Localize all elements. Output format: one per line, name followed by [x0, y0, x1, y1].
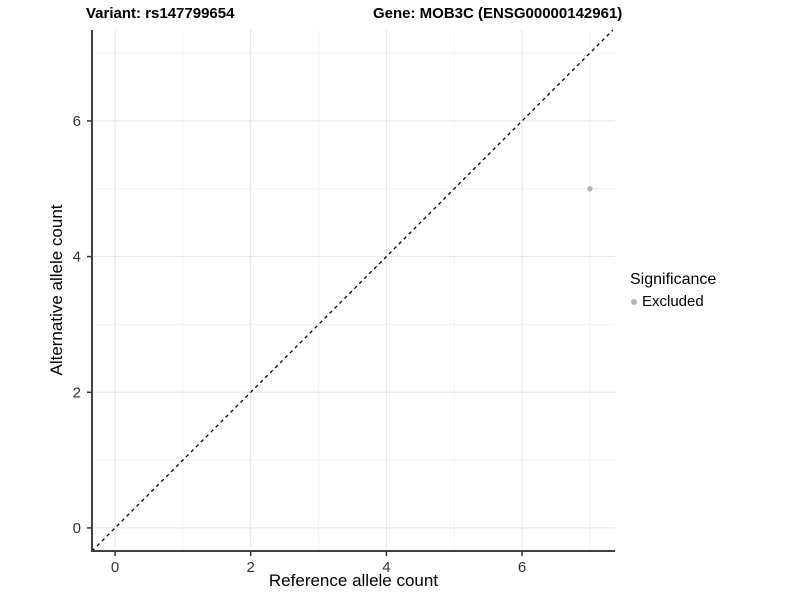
x-axis-label: Reference allele count [268, 571, 439, 590]
y-tick-label: 4 [73, 249, 81, 266]
gene-title: Gene: MOB3C (ENSG00000142961) [373, 5, 623, 22]
excluded-point-icon [631, 298, 637, 305]
y-tick-label: 0 [73, 520, 81, 537]
identity-line [91, 29, 614, 552]
legend-item-label: Excluded [642, 293, 704, 310]
x-tick-label: 0 [111, 559, 119, 576]
x-tick-label: 4 [382, 559, 390, 576]
y-tick-label: 6 [73, 113, 81, 130]
legend: Significance Excluded [630, 271, 716, 310]
x-tick-label: 2 [247, 559, 255, 576]
y-axis-label: Alternative allele count [47, 204, 66, 376]
data-point [587, 186, 593, 192]
variant-title: Variant: rs147799654 [86, 5, 235, 22]
y-tick-label: 2 [73, 384, 81, 401]
x-tick-label: 6 [518, 559, 526, 576]
legend-title: Significance [630, 271, 717, 288]
legend-item: Excluded [630, 293, 716, 310]
